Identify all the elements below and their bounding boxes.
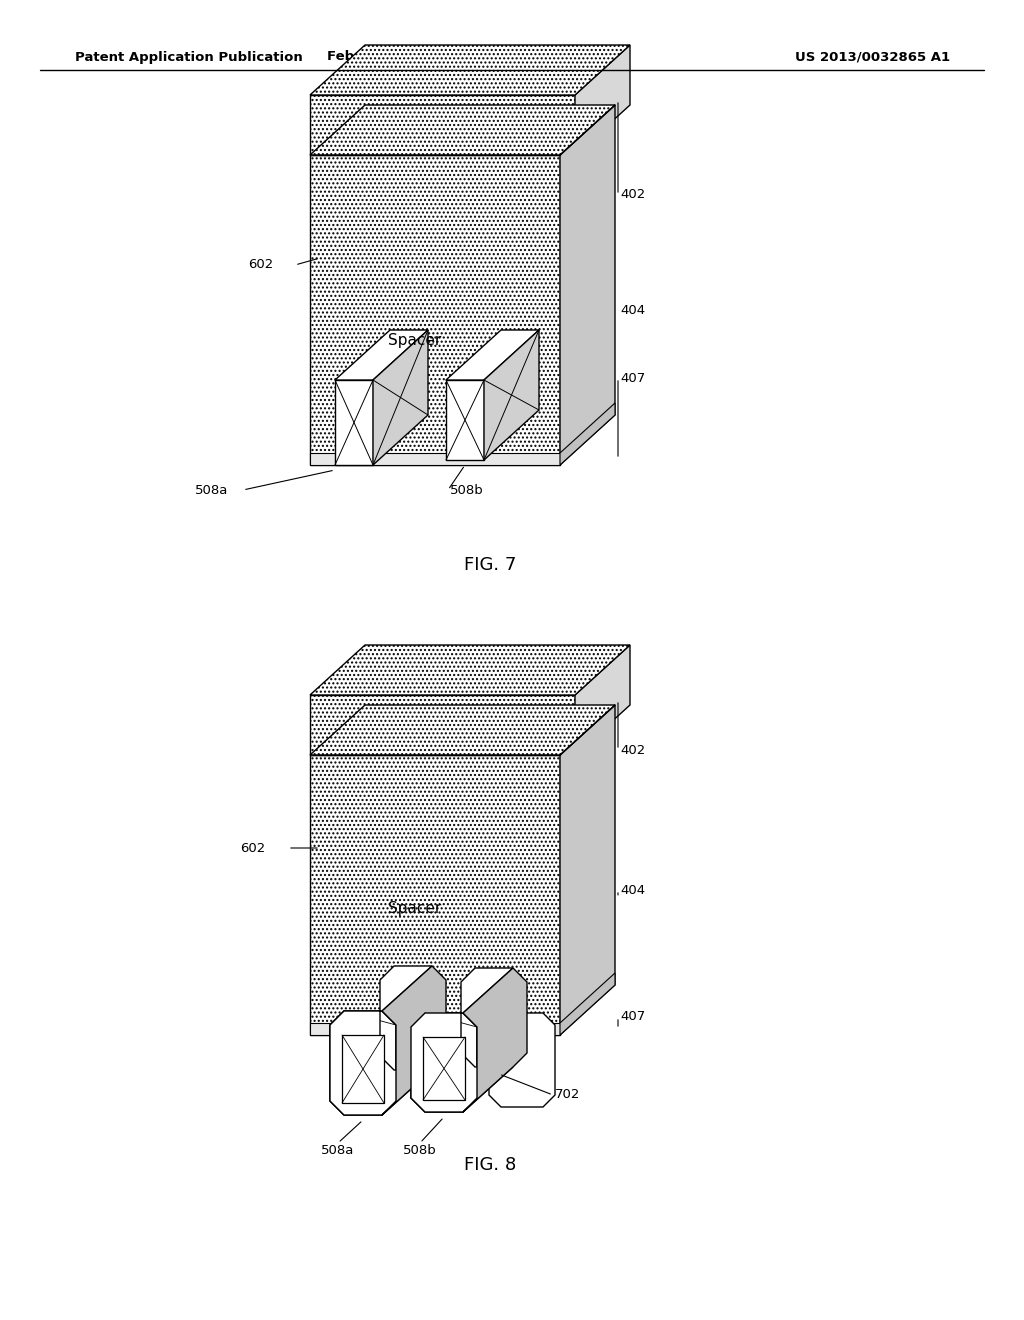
Bar [310,1023,560,1035]
Text: Patent Application Publication: Patent Application Publication [75,50,303,63]
Polygon shape [489,1012,555,1107]
Bar [423,1038,465,1100]
Polygon shape [560,403,615,465]
Polygon shape [373,330,428,465]
Polygon shape [463,968,527,1111]
Bar [310,154,560,465]
Polygon shape [446,380,484,459]
Text: 407: 407 [620,371,645,384]
Polygon shape [310,645,630,696]
Polygon shape [560,106,615,465]
Text: 404: 404 [620,883,645,896]
Text: FIG. 7: FIG. 7 [464,556,516,574]
Polygon shape [560,973,615,1035]
Polygon shape [411,968,513,1111]
Polygon shape [575,645,630,755]
Bar [310,453,560,465]
Bar [310,696,575,755]
Text: Feb. 7, 2013   Sheet 5 of 10: Feb. 7, 2013 Sheet 5 of 10 [327,50,534,63]
Text: 407: 407 [620,1011,645,1023]
Polygon shape [330,1011,396,1115]
Polygon shape [446,330,539,380]
Bar [310,755,560,1035]
Polygon shape [310,705,615,755]
Text: 602: 602 [248,259,273,272]
Polygon shape [484,330,539,459]
Text: Spacer: Spacer [388,902,441,916]
Text: 404: 404 [620,304,645,317]
Polygon shape [335,380,373,465]
Text: 508a: 508a [322,1143,354,1156]
Polygon shape [575,45,630,154]
Text: 508b: 508b [403,1143,437,1156]
Polygon shape [330,966,432,1115]
Bar [310,95,575,154]
Text: Spacer: Spacer [388,334,441,348]
Polygon shape [560,705,615,1035]
Text: FIG. 8: FIG. 8 [464,1156,516,1173]
Text: 402: 402 [620,189,645,202]
Text: 508a: 508a [195,483,228,496]
Text: 602: 602 [240,842,265,854]
Text: US 2013/0032865 A1: US 2013/0032865 A1 [795,50,950,63]
Text: 402: 402 [620,743,645,756]
Polygon shape [382,966,446,1115]
Text: 702: 702 [555,1089,581,1101]
Polygon shape [411,1012,477,1111]
Polygon shape [335,330,428,380]
Polygon shape [310,106,615,154]
Polygon shape [310,45,630,95]
Bar [342,1035,384,1104]
Text: 508b: 508b [450,483,483,496]
